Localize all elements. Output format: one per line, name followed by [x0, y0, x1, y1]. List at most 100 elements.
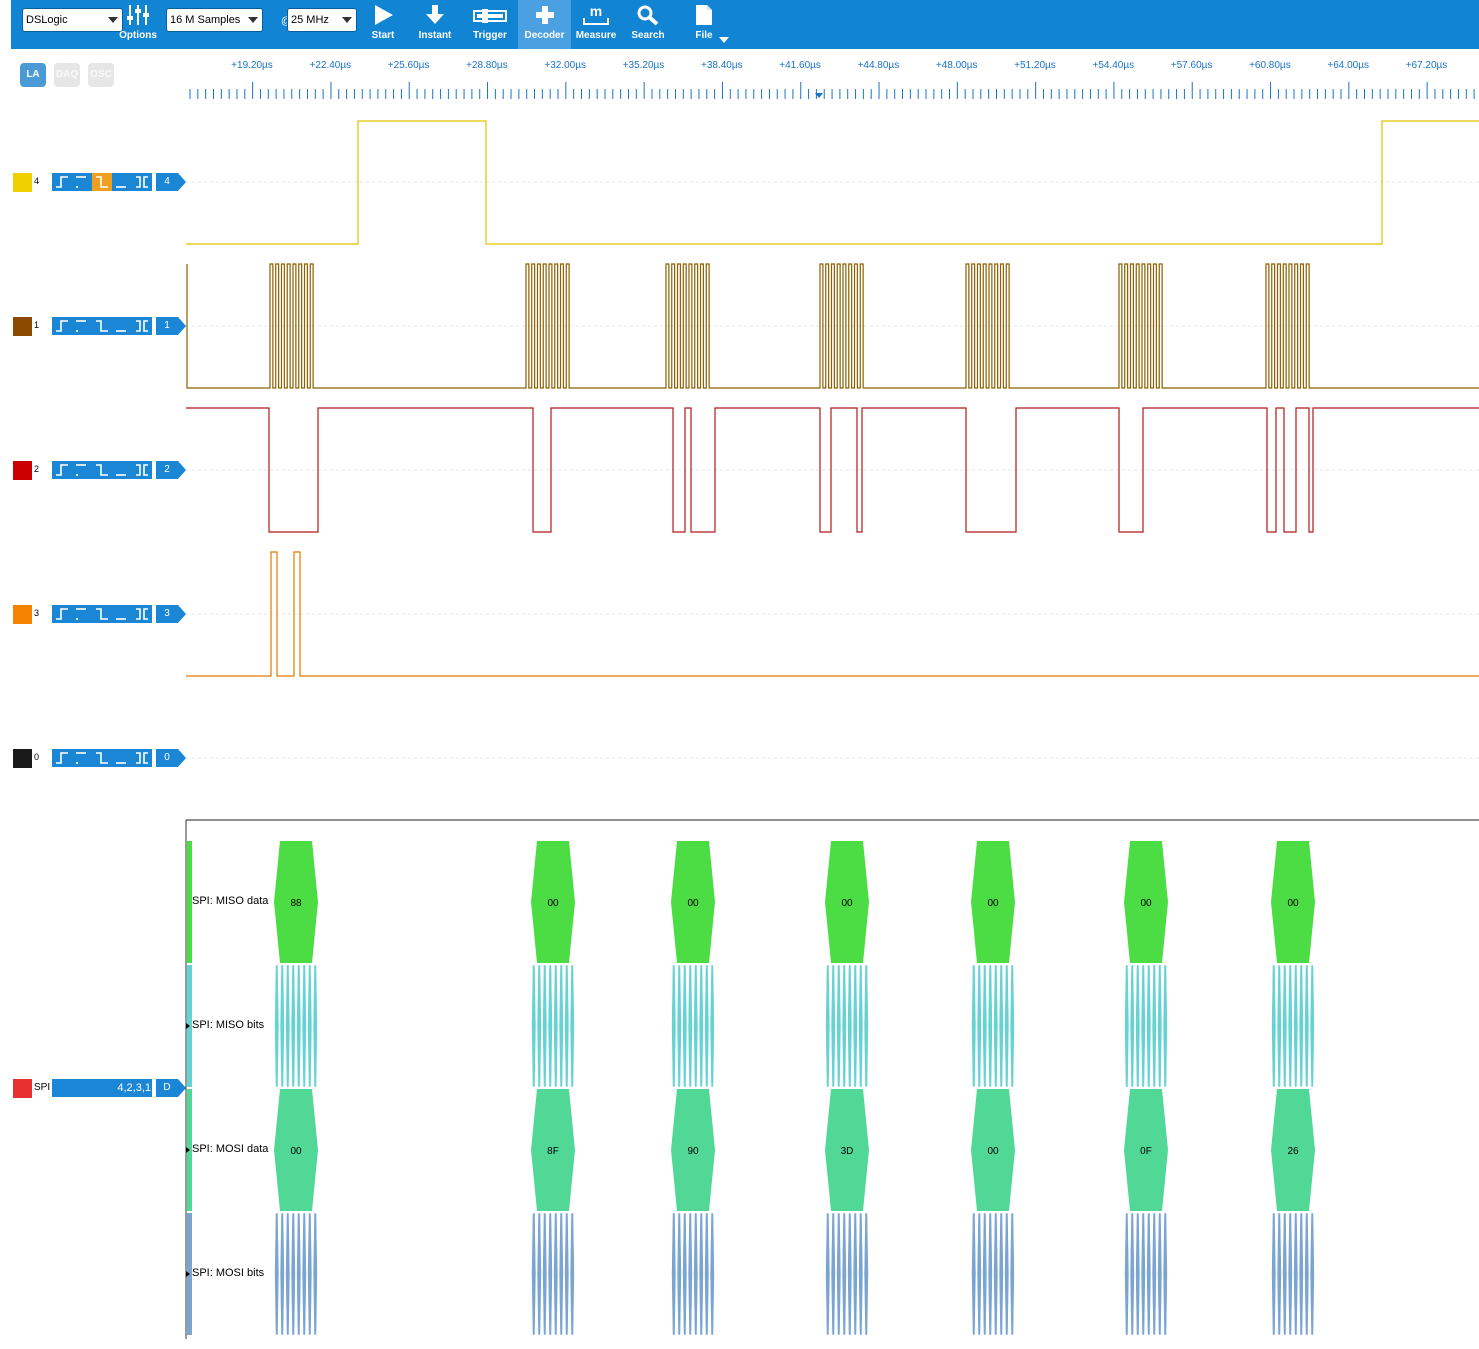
miso-bit-segment[interactable]	[1129, 964, 1135, 1088]
miso-bit-segment[interactable]	[1298, 964, 1304, 1088]
miso-bit-segment[interactable]	[1140, 964, 1146, 1088]
mosi-bit-segment[interactable]	[274, 1212, 280, 1336]
decoder-tag[interactable]: D	[156, 1079, 186, 1097]
mosi-data-segment[interactable]	[671, 1089, 715, 1211]
mosi-bit-segment[interactable]	[279, 1212, 285, 1336]
mosi-bit-segment[interactable]	[863, 1212, 869, 1336]
miso-data-segment[interactable]	[274, 841, 318, 963]
mosi-bit-segment[interactable]	[531, 1212, 537, 1336]
mosi-bit-segment[interactable]	[830, 1212, 836, 1336]
miso-bit-segment[interactable]	[569, 964, 575, 1088]
miso-bit-segment[interactable]	[709, 964, 715, 1088]
miso-data-segment[interactable]	[531, 841, 575, 963]
mosi-bit-segment[interactable]	[1304, 1212, 1310, 1336]
miso-data-segment[interactable]	[671, 841, 715, 963]
mosi-bit-segment[interactable]	[1135, 1212, 1141, 1336]
miso-bit-segment[interactable]	[863, 964, 869, 1088]
mosi-bit-segment[interactable]	[1151, 1212, 1157, 1336]
miso-bit-segment[interactable]	[531, 964, 537, 1088]
mosi-bit-segment[interactable]	[825, 1212, 831, 1336]
mosi-bit-segment[interactable]	[1157, 1212, 1163, 1336]
mosi-bit-segment[interactable]	[1282, 1212, 1288, 1336]
trigger-edge-icons[interactable]	[52, 605, 152, 623]
trigger-edge-icons[interactable]	[52, 749, 152, 767]
miso-bit-segment[interactable]	[1304, 964, 1310, 1088]
miso-bit-segment[interactable]	[558, 964, 564, 1088]
miso-bit-segment[interactable]	[687, 964, 693, 1088]
miso-bit-segment[interactable]	[290, 964, 296, 1088]
channel-color-swatch[interactable]	[13, 749, 32, 768]
mosi-bit-segment[interactable]	[301, 1212, 307, 1336]
mosi-bit-segment[interactable]	[1271, 1212, 1277, 1336]
start-button[interactable]: Start	[363, 0, 403, 49]
mode-la[interactable]: LA	[20, 63, 46, 87]
miso-bit-segment[interactable]	[676, 964, 682, 1088]
miso-bit-segment[interactable]	[704, 964, 710, 1088]
mosi-bit-segment[interactable]	[1162, 1212, 1168, 1336]
channel-tag[interactable]: 1	[156, 317, 186, 335]
device-select[interactable]: DSLogic	[22, 8, 123, 32]
decoder-channels-bar[interactable]: 4,2,3,1	[52, 1079, 152, 1097]
mosi-bit-segment[interactable]	[536, 1212, 542, 1336]
mosi-bit-segment[interactable]	[976, 1212, 982, 1336]
mosi-bit-segment[interactable]	[1298, 1212, 1304, 1336]
trigger-selector[interactable]	[52, 749, 152, 767]
miso-bit-segment[interactable]	[825, 964, 831, 1088]
miso-bit-segment[interactable]	[1162, 964, 1168, 1088]
trigger-edge-icons[interactable]	[52, 317, 152, 335]
decoder-color-swatch[interactable]	[13, 1079, 32, 1098]
channel-tag[interactable]: 2	[156, 461, 186, 479]
miso-bit-segment[interactable]	[279, 964, 285, 1088]
trigger-edge-icons[interactable]	[52, 461, 152, 479]
mosi-bit-segment[interactable]	[285, 1212, 291, 1336]
miso-bit-segment[interactable]	[1157, 964, 1163, 1088]
mosi-bit-segment[interactable]	[290, 1212, 296, 1336]
miso-bit-segment[interactable]	[312, 964, 318, 1088]
trigger-selector[interactable]	[52, 461, 152, 479]
miso-bit-segment[interactable]	[693, 964, 699, 1088]
miso-bit-segment[interactable]	[1271, 964, 1277, 1088]
miso-data-segment[interactable]	[825, 841, 869, 963]
mosi-bit-segment[interactable]	[542, 1212, 548, 1336]
mode-osc[interactable]: OSC	[88, 63, 114, 87]
miso-bit-segment[interactable]	[296, 964, 302, 1088]
mosi-bit-segment[interactable]	[553, 1212, 559, 1336]
mosi-bit-segment[interactable]	[296, 1212, 302, 1336]
mosi-bit-segment[interactable]	[698, 1212, 704, 1336]
trigger-selector[interactable]	[52, 317, 152, 335]
mosi-bit-segment[interactable]	[709, 1212, 715, 1336]
measure-button[interactable]: m Measure	[572, 0, 620, 49]
mosi-bit-segment[interactable]	[1309, 1212, 1315, 1336]
miso-bit-segment[interactable]	[1124, 964, 1130, 1088]
mosi-bit-segment[interactable]	[987, 1212, 993, 1336]
mosi-bit-segment[interactable]	[564, 1212, 570, 1336]
miso-bit-segment[interactable]	[1282, 964, 1288, 1088]
mosi-bit-segment[interactable]	[841, 1212, 847, 1336]
miso-bit-segment[interactable]	[564, 964, 570, 1088]
mosi-bit-segment[interactable]	[993, 1212, 999, 1336]
mosi-data-segment[interactable]	[825, 1089, 869, 1211]
miso-bit-segment[interactable]	[1151, 964, 1157, 1088]
trigger-edge-icons[interactable]	[52, 173, 152, 191]
miso-bit-segment[interactable]	[274, 964, 280, 1088]
search-button[interactable]: Search	[626, 0, 670, 49]
mosi-bit-segment[interactable]	[558, 1212, 564, 1336]
miso-data-segment[interactable]	[971, 841, 1015, 963]
miso-bit-segment[interactable]	[1309, 964, 1315, 1088]
mosi-data-segment[interactable]	[1271, 1089, 1315, 1211]
miso-bit-segment[interactable]	[1287, 964, 1293, 1088]
file-button[interactable]: File	[682, 0, 726, 49]
miso-bit-segment[interactable]	[307, 964, 313, 1088]
miso-bit-segment[interactable]	[852, 964, 858, 1088]
mode-daq[interactable]: DAQ	[54, 63, 80, 87]
mosi-bit-segment[interactable]	[1287, 1212, 1293, 1336]
mosi-bit-segment[interactable]	[1276, 1212, 1282, 1336]
mosi-bit-segment[interactable]	[1129, 1212, 1135, 1336]
mosi-bit-segment[interactable]	[858, 1212, 864, 1336]
miso-bit-segment[interactable]	[542, 964, 548, 1088]
miso-bit-segment[interactable]	[301, 964, 307, 1088]
miso-bit-segment[interactable]	[285, 964, 291, 1088]
mosi-bit-segment[interactable]	[312, 1212, 318, 1336]
mosi-bit-segment[interactable]	[1009, 1212, 1015, 1336]
